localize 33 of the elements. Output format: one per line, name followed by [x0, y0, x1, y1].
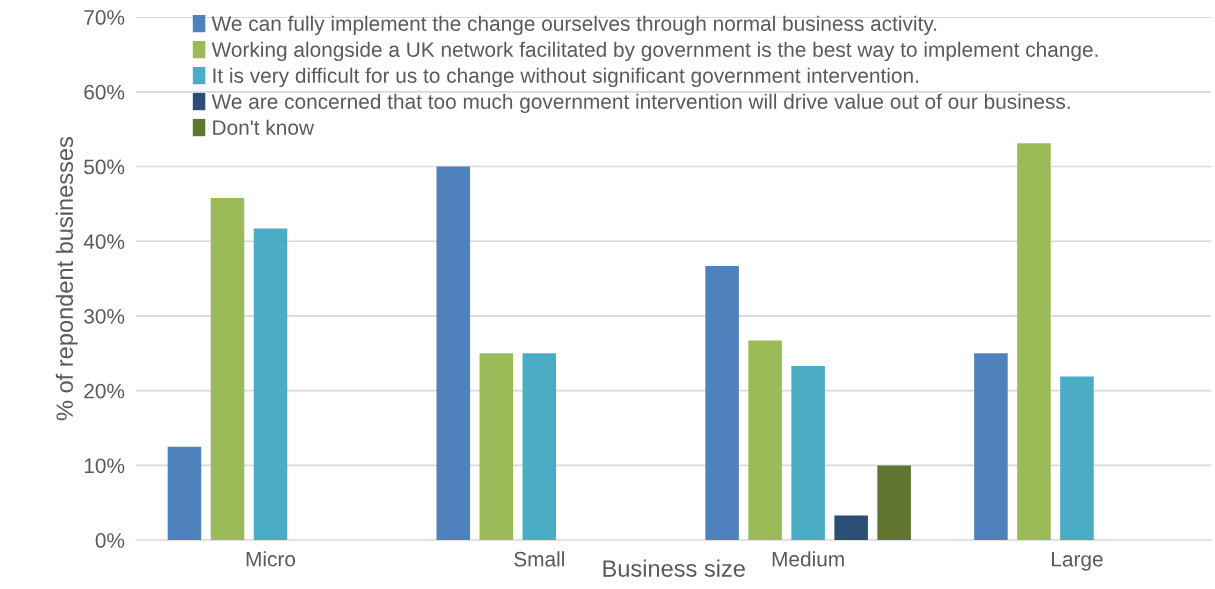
bar: [253, 228, 288, 541]
y-tick-label: 70%: [84, 10, 125, 25]
bar: [834, 515, 868, 541]
legend-label: We can fully implement the change ourselves through normal business activity.: [211, 15, 937, 36]
bar: [748, 340, 782, 541]
bar: [974, 353, 1008, 541]
legend-label: Working alongside a UK network facilitated by government is the best way to implement change.: [211, 41, 1098, 62]
x-axis-title: Business size: [603, 559, 745, 577]
x-tick-label: Large: [1052, 551, 1103, 571]
x-tick-label: Small: [514, 551, 564, 567]
legend-label: We are concerned that too much government intervention will drive value out of our business.: [211, 93, 1070, 114]
y-tick-label: 60%: [84, 84, 125, 100]
legend-label: Don't know: [213, 119, 315, 135]
y-tick-label: 0%: [95, 533, 125, 548]
x-tick-label: Medium: [772, 551, 844, 567]
y-tick-label: 20%: [84, 383, 125, 399]
bar: [791, 366, 825, 541]
y-tick-label: 30%: [84, 308, 125, 324]
y-axis-title: % of repondent businesses: [55, 137, 78, 421]
bar: [705, 265, 739, 541]
y-tick-label: 50%: [84, 159, 125, 175]
bar: [877, 465, 911, 541]
bar: [1060, 376, 1094, 541]
bar: [1017, 143, 1051, 541]
bar: [210, 197, 245, 541]
y-tick-label: 10%: [84, 458, 125, 474]
legend-label: It is very difficult for us to change without significant government intervention.: [213, 67, 918, 88]
bar: [436, 166, 471, 541]
y-tick-label: 40%: [83, 234, 125, 249]
bar: [167, 446, 202, 541]
x-tick-label: Micro: [246, 551, 296, 567]
bar: [479, 353, 514, 541]
bar: [522, 353, 557, 541]
